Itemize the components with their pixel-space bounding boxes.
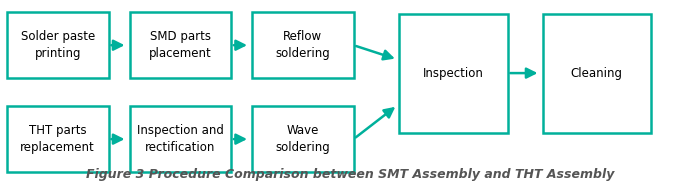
Text: SMD parts
placement: SMD parts placement [149,30,211,60]
Text: Cleaning: Cleaning [570,67,623,80]
FancyBboxPatch shape [7,12,108,78]
FancyBboxPatch shape [7,106,108,172]
Text: Inspection and
rectification: Inspection and rectification [136,124,224,154]
FancyBboxPatch shape [130,12,231,78]
FancyBboxPatch shape [130,106,231,172]
FancyBboxPatch shape [542,14,651,133]
Text: Reflow
soldering: Reflow soldering [275,30,330,60]
FancyBboxPatch shape [399,14,507,133]
Text: Solder paste
printing: Solder paste printing [20,30,95,60]
FancyBboxPatch shape [252,12,354,78]
FancyBboxPatch shape [252,106,354,172]
Text: THT parts
replacement: THT parts replacement [20,124,95,154]
Text: Figure 3 Procedure Comparison between SMT Assembly and THT Assembly: Figure 3 Procedure Comparison between SM… [86,168,614,181]
Text: Inspection: Inspection [423,67,484,80]
Text: Wave
soldering: Wave soldering [275,124,330,154]
